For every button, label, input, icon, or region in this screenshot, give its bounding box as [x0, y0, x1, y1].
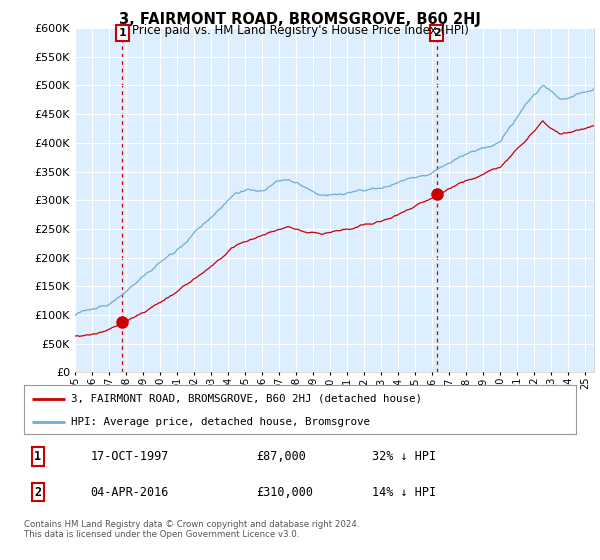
Text: 04-APR-2016: 04-APR-2016 [90, 486, 169, 499]
Text: Contains HM Land Registry data © Crown copyright and database right 2024.
This d: Contains HM Land Registry data © Crown c… [24, 520, 359, 539]
Text: £310,000: £310,000 [256, 486, 313, 499]
Text: 17-OCT-1997: 17-OCT-1997 [90, 450, 169, 463]
Text: HPI: Average price, detached house, Bromsgrove: HPI: Average price, detached house, Brom… [71, 417, 370, 427]
Text: 14% ↓ HPI: 14% ↓ HPI [372, 486, 436, 499]
Text: 3, FAIRMONT ROAD, BROMSGROVE, B60 2HJ (detached house): 3, FAIRMONT ROAD, BROMSGROVE, B60 2HJ (d… [71, 394, 422, 404]
Text: £87,000: £87,000 [256, 450, 306, 463]
Text: 2: 2 [34, 486, 41, 499]
Text: Price paid vs. HM Land Registry's House Price Index (HPI): Price paid vs. HM Land Registry's House … [131, 24, 469, 36]
Text: 3, FAIRMONT ROAD, BROMSGROVE, B60 2HJ: 3, FAIRMONT ROAD, BROMSGROVE, B60 2HJ [119, 12, 481, 27]
Text: 2: 2 [433, 28, 440, 38]
Text: 32% ↓ HPI: 32% ↓ HPI [372, 450, 436, 463]
Text: 1: 1 [34, 450, 41, 463]
Text: 1: 1 [119, 28, 127, 38]
